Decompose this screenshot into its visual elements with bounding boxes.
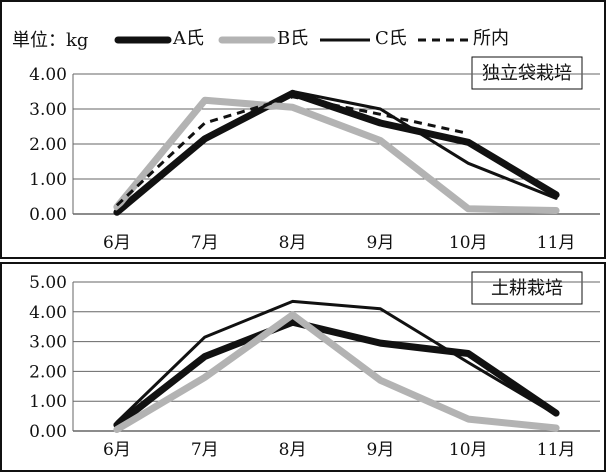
y-tick-label: 3.00	[29, 100, 67, 120]
x-tick-label: 7月	[191, 233, 219, 253]
series-line-A氏	[113, 89, 560, 216]
x-tick-label: 10月	[449, 440, 488, 460]
x-tick-label: 8月	[279, 233, 307, 253]
y-tick-label: 4.00	[29, 65, 67, 85]
x-tick-label: 10月	[449, 233, 488, 253]
top-chart: 0.00 1.00 2.00 3.00 4.00 6月 7月 8月 9月 10月 11月	[29, 65, 600, 253]
y-tick-label: 0.00	[29, 205, 67, 225]
legend-label-a: A氏	[172, 28, 204, 49]
top-panel-title-box	[471, 56, 583, 90]
bottom-chart: 0.00 1.00 2.00 3.00 4.00 5.00 6月 7月 8月 9月 10月 11月	[29, 273, 600, 460]
legend-label-d: 所内	[473, 28, 509, 49]
y-tick-label: 5.00	[29, 273, 67, 293]
y-tick-label: 2.00	[29, 362, 67, 382]
bottom-panel-title-box	[471, 271, 583, 305]
y-tick-label: 0.00	[29, 422, 67, 442]
x-tick-label: 11月	[537, 233, 576, 253]
bottom-panel-title: 土耕栽培	[491, 278, 563, 299]
x-tick-label: 8月	[279, 440, 307, 460]
top-panel-frame	[0, 0, 606, 259]
unit-label: 単位：kg	[12, 30, 88, 51]
legend: 単位：kg A氏 B氏 C氏 所内	[12, 28, 509, 51]
y-tick-label: 4.00	[29, 303, 67, 323]
x-tick-label: 7月	[191, 440, 219, 460]
y-tick-label: 1.00	[29, 170, 67, 190]
series-line-B氏	[113, 96, 560, 214]
series-line-B氏	[113, 311, 560, 433]
series-line-C氏	[115, 90, 558, 214]
y-tick-label: 2.00	[29, 135, 67, 155]
legend-label-b: B氏	[277, 28, 308, 49]
series-line-A氏	[113, 318, 560, 429]
series-line-所内	[115, 95, 469, 207]
x-tick-label: 11月	[537, 440, 576, 460]
series-line-C氏	[115, 299, 558, 424]
x-tick-label: 9月	[367, 440, 395, 460]
legend-label-c: C氏	[375, 28, 407, 49]
x-tick-label: 6月	[103, 440, 131, 460]
x-tick-label: 9月	[367, 233, 395, 253]
bottom-panel-frame	[0, 262, 606, 472]
x-tick-label: 6月	[103, 233, 131, 253]
y-tick-label: 1.00	[29, 392, 67, 412]
y-tick-label: 3.00	[29, 333, 67, 353]
